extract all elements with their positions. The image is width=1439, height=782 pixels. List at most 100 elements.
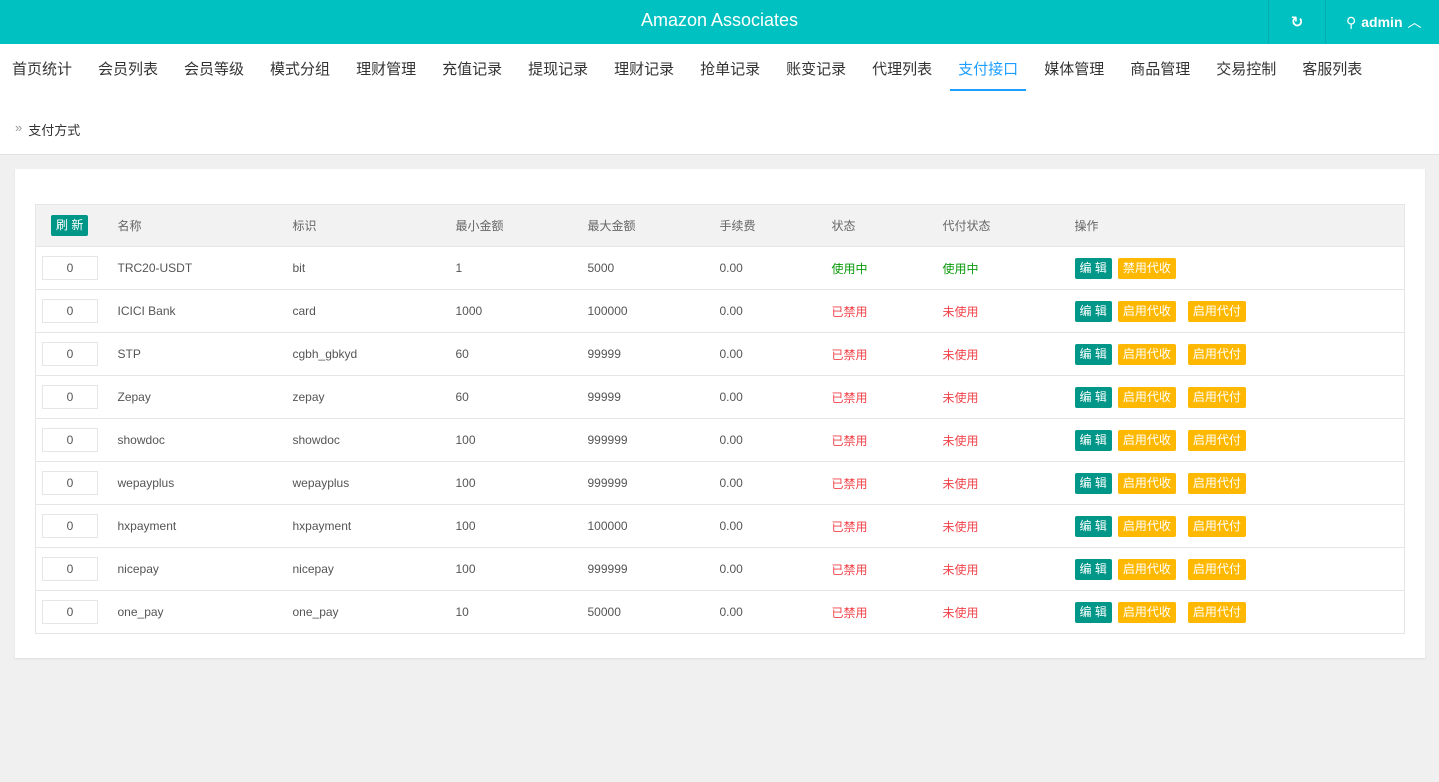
edit-button[interactable]: 编 辑 — [1074, 343, 1112, 365]
name-cell: hxpayment — [117, 504, 293, 548]
toggle-button[interactable]: 启用代付 — [1187, 558, 1246, 580]
tab-7[interactable]: 理财记录 — [614, 61, 675, 78]
col-max: 最大金额 — [587, 204, 720, 247]
tab-12[interactable]: 媒体管理 — [1044, 61, 1105, 78]
status-cell: 已禁用 — [831, 461, 943, 505]
toggle-button[interactable]: 启用代付 — [1187, 429, 1246, 451]
edit-button[interactable]: 编 辑 — [1074, 429, 1112, 451]
status-cell: 已禁用 — [831, 332, 943, 376]
tab-9[interactable]: 账变记录 — [786, 61, 847, 78]
code-cell: wepayplus — [292, 461, 456, 505]
toggle-button[interactable]: 启用代收 — [1117, 429, 1176, 451]
toggle-button[interactable]: 禁用代收 — [1117, 257, 1176, 279]
min-cell: 60 — [455, 332, 588, 376]
status-cell: 已禁用 — [831, 547, 943, 591]
edit-button[interactable]: 编 辑 — [1074, 515, 1112, 537]
tab-15[interactable]: 客服列表 — [1302, 61, 1363, 78]
payout-status-cell: 未使用 — [942, 547, 1075, 591]
payout-status-cell: 未使用 — [942, 289, 1075, 333]
refresh-icon[interactable]: ↻ — [1268, 0, 1326, 44]
col-actions: 操作 — [1074, 204, 1405, 247]
max-cell: 100000 — [587, 504, 720, 548]
toggle-button[interactable]: 启用代付 — [1187, 300, 1246, 322]
fee-cell: 0.00 — [719, 246, 832, 290]
toggle-button[interactable]: 启用代收 — [1117, 386, 1176, 408]
actions-cell: 编 辑禁用代收 — [1074, 246, 1405, 290]
edit-button[interactable]: 编 辑 — [1074, 257, 1112, 279]
tab-5[interactable]: 充值记录 — [442, 61, 503, 78]
fee-cell: 0.00 — [719, 504, 832, 548]
code-cell: one_pay — [292, 590, 456, 634]
actions-cell: 编 辑启用代收 启用代付 — [1074, 332, 1405, 376]
tab-13[interactable]: 商品管理 — [1130, 61, 1191, 78]
edit-button[interactable]: 编 辑 — [1074, 558, 1112, 580]
code-cell: showdoc — [292, 418, 456, 462]
sort-input[interactable] — [42, 256, 98, 280]
status-cell: 已禁用 — [831, 418, 943, 462]
tab-0[interactable]: 首页统计 — [12, 61, 73, 78]
col-status: 状态 — [831, 204, 943, 247]
sort-input[interactable] — [42, 299, 98, 323]
max-cell: 999999 — [587, 461, 720, 505]
toggle-button[interactable]: 启用代付 — [1187, 386, 1246, 408]
toggle-button[interactable]: 启用代收 — [1117, 515, 1176, 537]
tab-3[interactable]: 模式分组 — [270, 61, 331, 78]
actions-cell: 编 辑启用代收 启用代付 — [1074, 547, 1405, 591]
sort-input[interactable] — [42, 471, 98, 495]
table-row: ICICI Bank card 1000 100000 0.00 已禁用 未使用… — [35, 289, 1405, 333]
payout-status-cell: 未使用 — [942, 418, 1075, 462]
actions-cell: 编 辑启用代收 启用代付 — [1074, 504, 1405, 548]
toggle-button[interactable]: 启用代付 — [1187, 515, 1246, 537]
status-cell: 已禁用 — [831, 504, 943, 548]
payout-status-cell: 未使用 — [942, 590, 1075, 634]
sort-input[interactable] — [42, 428, 98, 452]
edit-button[interactable]: 编 辑 — [1074, 472, 1112, 494]
code-cell: nicepay — [292, 547, 456, 591]
min-cell: 100 — [455, 418, 588, 462]
refresh-button[interactable]: 刷 新 — [51, 215, 89, 236]
name-cell: nicepay — [117, 547, 293, 591]
toggle-button[interactable]: 启用代收 — [1117, 558, 1176, 580]
sort-input[interactable] — [42, 342, 98, 366]
toggle-button[interactable]: 启用代收 — [1117, 300, 1176, 322]
table-row: hxpayment hxpayment 100 100000 0.00 已禁用 … — [35, 504, 1405, 548]
user-menu[interactable]: ⚲ admin ︿ — [1346, 12, 1422, 32]
payment-table: 刷 新 名称 标识 最小金额 最大金额 手续费 状态 代付状态 操作 TRC20… — [35, 204, 1405, 634]
chevron-up-icon: ︿ — [1407, 14, 1422, 30]
sort-input[interactable] — [42, 385, 98, 409]
tab-4[interactable]: 理财管理 — [356, 61, 417, 78]
sort-input[interactable] — [42, 514, 98, 538]
edit-button[interactable]: 编 辑 — [1074, 386, 1112, 408]
edit-button[interactable]: 编 辑 — [1074, 601, 1112, 623]
tab-6[interactable]: 提现记录 — [528, 61, 589, 78]
sort-input[interactable] — [42, 557, 98, 581]
tab-1[interactable]: 会员列表 — [98, 61, 159, 78]
table-header: 刷 新 名称 标识 最小金额 最大金额 手续费 状态 代付状态 操作 — [35, 204, 1405, 247]
toggle-button[interactable]: 启用代付 — [1187, 601, 1246, 623]
table-row: STP cgbh_gbkyd 60 99999 0.00 已禁用 未使用 编 辑… — [35, 332, 1405, 376]
toggle-button[interactable]: 启用代收 — [1117, 472, 1176, 494]
tab-14[interactable]: 交易控制 — [1216, 61, 1277, 78]
tab-11[interactable]: 支付接口 — [950, 44, 1027, 91]
toggle-button[interactable]: 启用代收 — [1117, 343, 1176, 365]
sort-input[interactable] — [42, 600, 98, 624]
max-cell: 50000 — [587, 590, 720, 634]
fee-cell: 0.00 — [719, 547, 832, 591]
tab-10[interactable]: 代理列表 — [872, 61, 933, 78]
actions-cell: 编 辑启用代收 启用代付 — [1074, 418, 1405, 462]
fee-cell: 0.00 — [719, 418, 832, 462]
table-row: one_pay one_pay 10 50000 0.00 已禁用 未使用 编 … — [35, 590, 1405, 634]
tab-2[interactable]: 会员等级 — [184, 61, 245, 78]
table-row: nicepay nicepay 100 999999 0.00 已禁用 未使用 … — [35, 547, 1405, 591]
col-name: 名称 — [117, 204, 293, 247]
actions-cell: 编 辑启用代收 启用代付 — [1074, 375, 1405, 419]
toggle-button[interactable]: 启用代付 — [1187, 343, 1246, 365]
toggle-button[interactable]: 启用代付 — [1187, 472, 1246, 494]
breadcrumb: » 支付方式 — [15, 120, 80, 139]
name-cell: wepayplus — [117, 461, 293, 505]
edit-button[interactable]: 编 辑 — [1074, 300, 1112, 322]
max-cell: 999999 — [587, 418, 720, 462]
tab-8[interactable]: 抢单记录 — [700, 61, 761, 78]
toggle-button[interactable]: 启用代收 — [1117, 601, 1176, 623]
fee-cell: 0.00 — [719, 461, 832, 505]
